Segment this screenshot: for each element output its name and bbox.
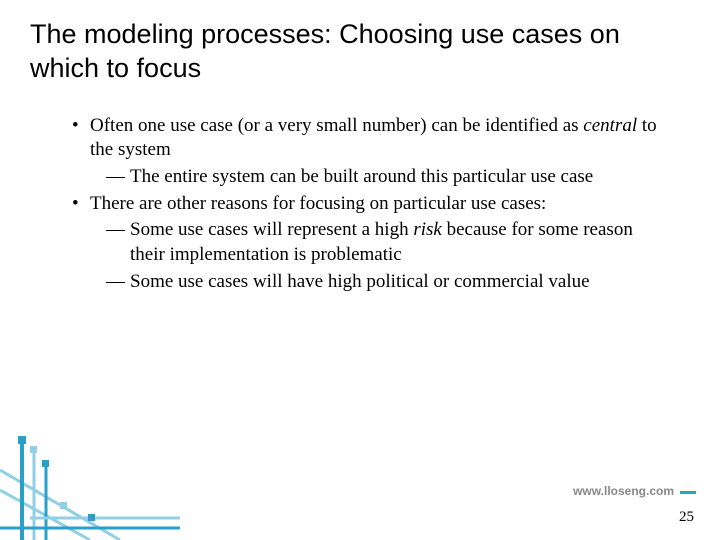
bullet-2-pre: There are other reasons for focusing on … xyxy=(90,193,546,214)
bullet-2-sub-1: Some use cases will represent a high ris… xyxy=(90,218,660,267)
slide: The modeling processes: Choosing use cas… xyxy=(0,0,720,540)
slide-body: Often one use case (or a very small numb… xyxy=(0,96,720,295)
page-number: 25 xyxy=(679,509,694,526)
bullet-2-sub-1-pre: Some use cases will represent a high xyxy=(130,219,413,240)
bullet-2: There are other reasons for focusing on … xyxy=(90,192,660,217)
bullet-2-sub-2: Some use cases will have high political … xyxy=(90,270,660,295)
corner-decoration-icon xyxy=(0,410,180,540)
bullet-1-em: central xyxy=(583,115,637,136)
bullet-1-sub-1: The entire system can be built around th… xyxy=(90,165,660,190)
bullet-1: Often one use case (or a very small numb… xyxy=(90,114,660,163)
bullet-2-sub-1-em: risk xyxy=(413,219,442,240)
footer-url: www.lloseng.com xyxy=(573,484,674,498)
url-dash-icon xyxy=(680,491,696,494)
bullet-1-pre: Often one use case (or a very small numb… xyxy=(90,115,583,136)
slide-title: The modeling processes: Choosing use cas… xyxy=(0,0,720,96)
